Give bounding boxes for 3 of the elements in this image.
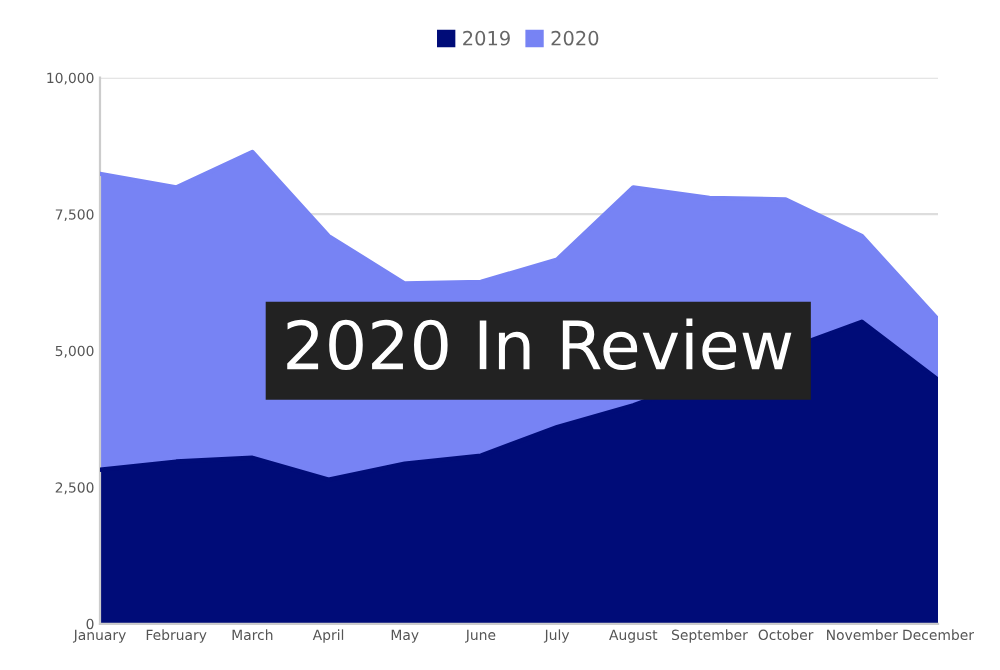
annotation: 2020 In Review (287, 318, 792, 371)
legend-label: 2019 (463, 30, 510, 46)
legend-label: 2020 (551, 30, 599, 46)
